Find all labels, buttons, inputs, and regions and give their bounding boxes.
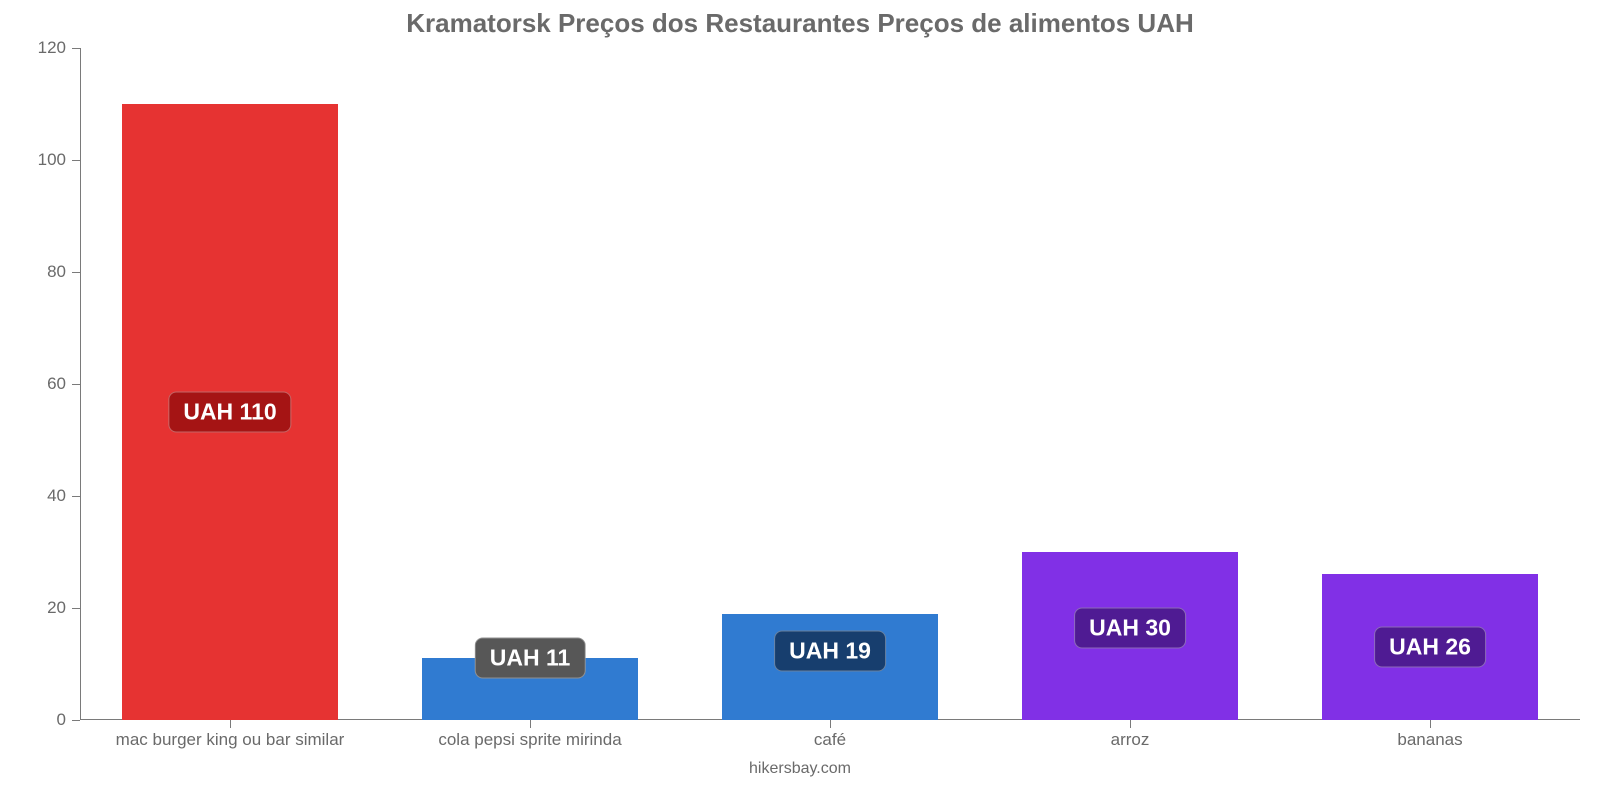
y-tick bbox=[72, 160, 80, 161]
plot-area: 020406080100120mac burger king ou bar si… bbox=[80, 48, 1580, 720]
value-badge: UAH 11 bbox=[475, 638, 586, 679]
x-tick bbox=[1130, 720, 1131, 728]
value-badge: UAH 26 bbox=[1374, 627, 1486, 668]
x-tick bbox=[230, 720, 231, 728]
x-category-label: arroz bbox=[1111, 730, 1150, 750]
y-tick bbox=[72, 48, 80, 49]
y-tick-label: 60 bbox=[6, 374, 66, 394]
y-axis bbox=[80, 48, 81, 720]
x-tick bbox=[530, 720, 531, 728]
y-tick-label: 40 bbox=[6, 486, 66, 506]
chart-title: Kramatorsk Preços dos Restaurantes Preço… bbox=[0, 8, 1600, 39]
y-tick bbox=[72, 608, 80, 609]
source-label: hikersbay.com bbox=[0, 760, 1600, 778]
value-badge: UAH 30 bbox=[1074, 607, 1186, 648]
x-category-label: cola pepsi sprite mirinda bbox=[438, 730, 621, 750]
x-category-label: bananas bbox=[1397, 730, 1462, 750]
y-tick bbox=[72, 496, 80, 497]
value-badge: UAH 19 bbox=[774, 630, 886, 671]
value-badge: UAH 110 bbox=[168, 392, 291, 433]
y-tick bbox=[72, 384, 80, 385]
y-tick-label: 0 bbox=[6, 710, 66, 730]
y-tick-label: 80 bbox=[6, 262, 66, 282]
y-tick-label: 100 bbox=[6, 150, 66, 170]
y-tick-label: 20 bbox=[6, 598, 66, 618]
y-tick bbox=[72, 272, 80, 273]
y-tick bbox=[72, 720, 80, 721]
x-tick bbox=[1430, 720, 1431, 728]
x-tick bbox=[830, 720, 831, 728]
x-category-label: café bbox=[814, 730, 846, 750]
price-bar-chart: Kramatorsk Preços dos Restaurantes Preço… bbox=[0, 0, 1600, 800]
x-category-label: mac burger king ou bar similar bbox=[116, 730, 345, 750]
y-tick-label: 120 bbox=[6, 38, 66, 58]
